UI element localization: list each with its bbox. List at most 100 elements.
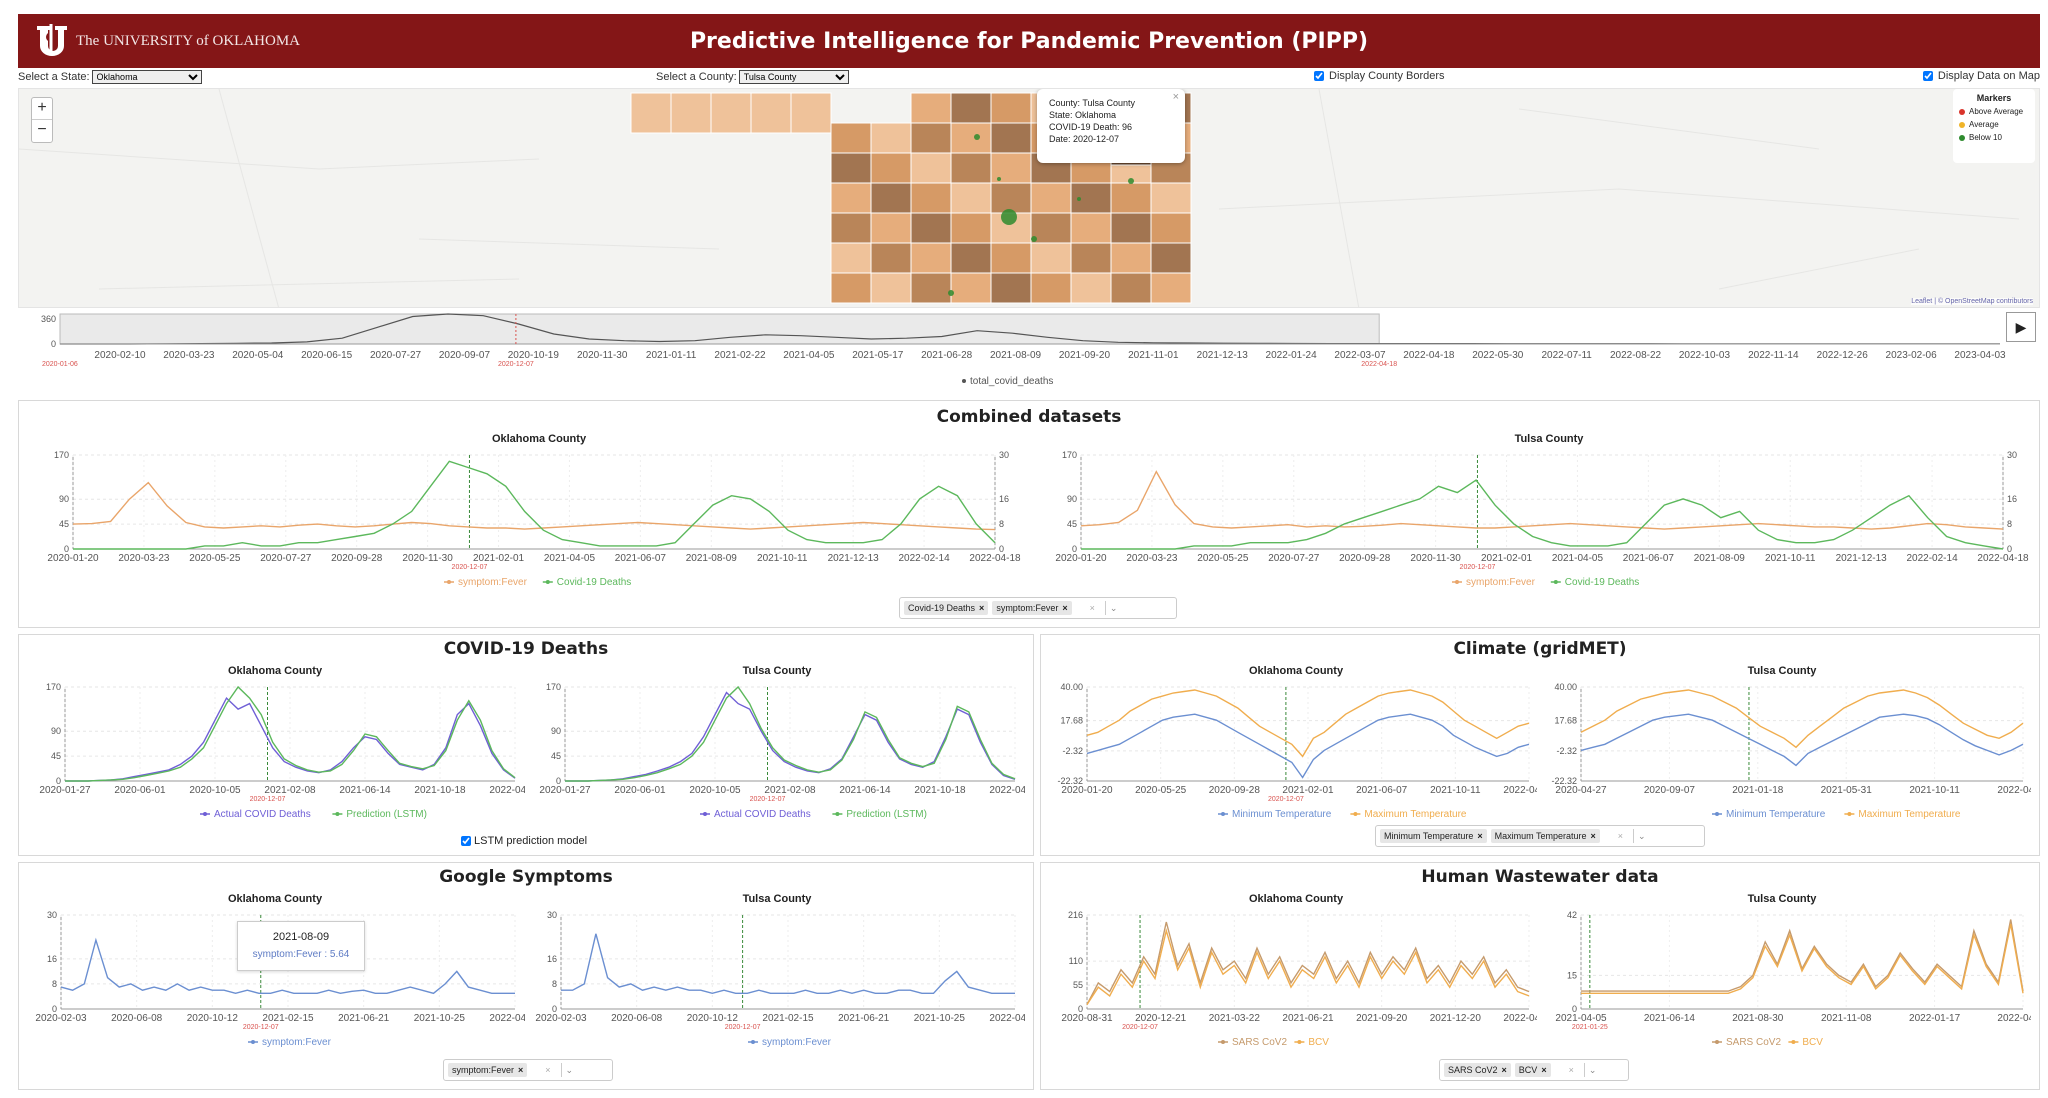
legend-dot bbox=[447, 580, 451, 584]
y-tick-label: 16 bbox=[547, 954, 557, 964]
county-shape bbox=[710, 92, 752, 134]
chevron-down-icon[interactable]: ⌄ bbox=[1588, 1064, 1597, 1075]
x-tick-label: 2021-01-18 bbox=[1732, 785, 1784, 796]
zoom-in-button[interactable]: + bbox=[32, 98, 52, 120]
x-tick-label: 2020-08-31 bbox=[1061, 1013, 1113, 1024]
legend-label: Prediction (LSTM) bbox=[846, 809, 927, 820]
x-tick-label: 2020-09-07 bbox=[439, 350, 491, 361]
y-tick-label: 15 bbox=[1567, 970, 1577, 980]
x-tick-label: 2022-04-18 bbox=[969, 553, 1021, 564]
combined-title: Combined datasets bbox=[936, 407, 1122, 427]
legend-label: Actual COVID Deaths bbox=[714, 809, 811, 820]
x-tick-label: 2022-04-18 bbox=[489, 785, 525, 796]
chip-symptom-fever[interactable]: symptom:Fever × bbox=[992, 601, 1072, 615]
wastewater-panel: Human Wastewater data Oklahoma County Tu… bbox=[1040, 862, 2040, 1090]
climate-series-select[interactable]: Minimum Temperature × Maximum Temperature… bbox=[1375, 825, 1705, 847]
legend-label: Covid-19 Deaths bbox=[1565, 577, 1639, 588]
series-line bbox=[60, 937, 515, 995]
county-borders-toggle[interactable]: Display County Borders bbox=[1314, 70, 1445, 82]
timeline-slider[interactable]: 360 0 2020-02-10 2020-03-23 2020-05-04 2020-0… bbox=[18, 308, 2040, 394]
legend-label: Prediction (LSTM) bbox=[346, 809, 427, 820]
chevron-down-icon[interactable]: ⌄ bbox=[565, 1064, 574, 1075]
county-select[interactable]: Tulsa County bbox=[738, 70, 849, 84]
chip-remove-icon[interactable]: × bbox=[1062, 603, 1068, 613]
county-borders-checkbox[interactable] bbox=[1314, 71, 1324, 81]
y-tick-label: 0 bbox=[56, 776, 61, 786]
lstm-checkbox[interactable] bbox=[461, 836, 471, 846]
chip-symptom-fever[interactable]: symptom:Fever × bbox=[448, 1063, 528, 1077]
clear-all-icon[interactable]: × bbox=[1568, 1065, 1574, 1075]
series-line bbox=[1086, 689, 1530, 758]
legend-dot bbox=[1221, 1040, 1225, 1044]
popup-state: State: Oklahoma bbox=[1049, 110, 1117, 120]
chip-max-temperature[interactable]: Maximum Temperature × bbox=[1490, 829, 1600, 843]
wastewater-series-select[interactable]: SARS CoV2 × BCV × × ⌄ bbox=[1439, 1059, 1629, 1081]
legend-dot bbox=[1455, 580, 1459, 584]
chevron-down-icon[interactable]: ⌄ bbox=[1638, 830, 1646, 841]
chip-remove-icon[interactable]: × bbox=[979, 603, 985, 613]
x-tick-label: 2020-02-10 bbox=[94, 350, 146, 361]
zoom-out-button[interactable]: − bbox=[37, 121, 47, 138]
climate-oklahoma-title: Oklahoma County bbox=[1248, 665, 1344, 677]
popup-close-button[interactable]: × bbox=[1172, 91, 1179, 103]
map-data-toggle[interactable]: Display Data on Map bbox=[1922, 70, 2040, 82]
county-popup: × County: Tulsa County State: Oklahoma C… bbox=[1037, 89, 1185, 163]
y-tick-label: 30 bbox=[547, 910, 557, 920]
county-shape bbox=[830, 212, 872, 244]
series-line bbox=[1580, 689, 2024, 749]
legend-dot bbox=[251, 1040, 255, 1044]
series-line bbox=[65, 696, 516, 782]
combined-series-select[interactable]: Covid-19 Deaths × symptom:Fever × × ⌄ bbox=[899, 597, 1177, 619]
map-attribution[interactable]: Leaflet | © OpenStreetMap contributors bbox=[1911, 298, 2033, 305]
x-tick-label: 2022-04-18 bbox=[1997, 1013, 2031, 1024]
x-tick-label: 2021-06-14 bbox=[839, 785, 891, 796]
markers-legend: Markers Above Average Average Below 10 bbox=[1953, 89, 2035, 163]
chip-label: BCV bbox=[1518, 1065, 1538, 1075]
ou-logo[interactable]: The UNIVERSITY of OKLAHOMA bbox=[34, 22, 300, 60]
x-tick-label: 2021-10-11 bbox=[757, 553, 808, 564]
chip-sars-cov2[interactable]: SARS CoV2 × bbox=[1444, 1063, 1511, 1077]
clear-all-icon[interactable]: × bbox=[1617, 831, 1624, 841]
county-shape bbox=[830, 182, 872, 214]
google-series-select[interactable]: symptom:Fever × × ⌄ bbox=[443, 1059, 613, 1081]
county-marker bbox=[1031, 236, 1037, 242]
x-tick-label: 2021-02-01 bbox=[473, 553, 525, 564]
x-tick-label: 2020-07-27 bbox=[370, 350, 422, 361]
play-button[interactable]: ▶ bbox=[2006, 312, 2036, 342]
y-tick-label: 45 bbox=[551, 751, 561, 761]
chip-remove-icon[interactable]: × bbox=[1477, 831, 1483, 841]
chevron-down-icon[interactable]: ⌄ bbox=[1109, 602, 1118, 613]
chip-remove-icon[interactable]: × bbox=[518, 1065, 524, 1075]
lstm-toggle[interactable]: LSTM prediction model bbox=[461, 835, 587, 847]
chip-remove-icon[interactable]: × bbox=[1541, 1065, 1547, 1075]
county-shape bbox=[1070, 272, 1112, 304]
timeline-chart[interactable]: 360 0 2020-02-10 2020-03-23 2020-05-04 2020-0… bbox=[18, 308, 2040, 394]
map-data-checkbox[interactable] bbox=[1922, 71, 1933, 81]
county-map[interactable]: + − × County: Tulsa County State: Oklaho… bbox=[18, 88, 2040, 308]
county-shape bbox=[1150, 272, 1192, 304]
legend-dot bbox=[1715, 812, 1719, 816]
chip-remove-icon[interactable]: × bbox=[1590, 831, 1596, 841]
chip-covid-deaths[interactable]: Covid-19 Deaths × bbox=[904, 601, 989, 615]
y-tick-label: 40.00 bbox=[1554, 682, 1577, 692]
chip-bcv[interactable]: BCV × bbox=[1514, 1063, 1551, 1077]
clear-all-icon[interactable]: × bbox=[545, 1065, 551, 1075]
map-canvas[interactable] bbox=[19, 89, 2040, 308]
state-select[interactable]: Oklahoma bbox=[91, 70, 202, 84]
x-tick-label: 2021-02-15 bbox=[762, 1013, 814, 1024]
county-shape bbox=[870, 242, 912, 274]
chip-min-temperature[interactable]: Minimum Temperature × bbox=[1380, 829, 1487, 843]
clear-all-icon[interactable]: × bbox=[1089, 603, 1095, 613]
x-tick-label: 2022-05-30 bbox=[1472, 350, 1524, 361]
chip-remove-icon[interactable]: × bbox=[1501, 1065, 1507, 1075]
